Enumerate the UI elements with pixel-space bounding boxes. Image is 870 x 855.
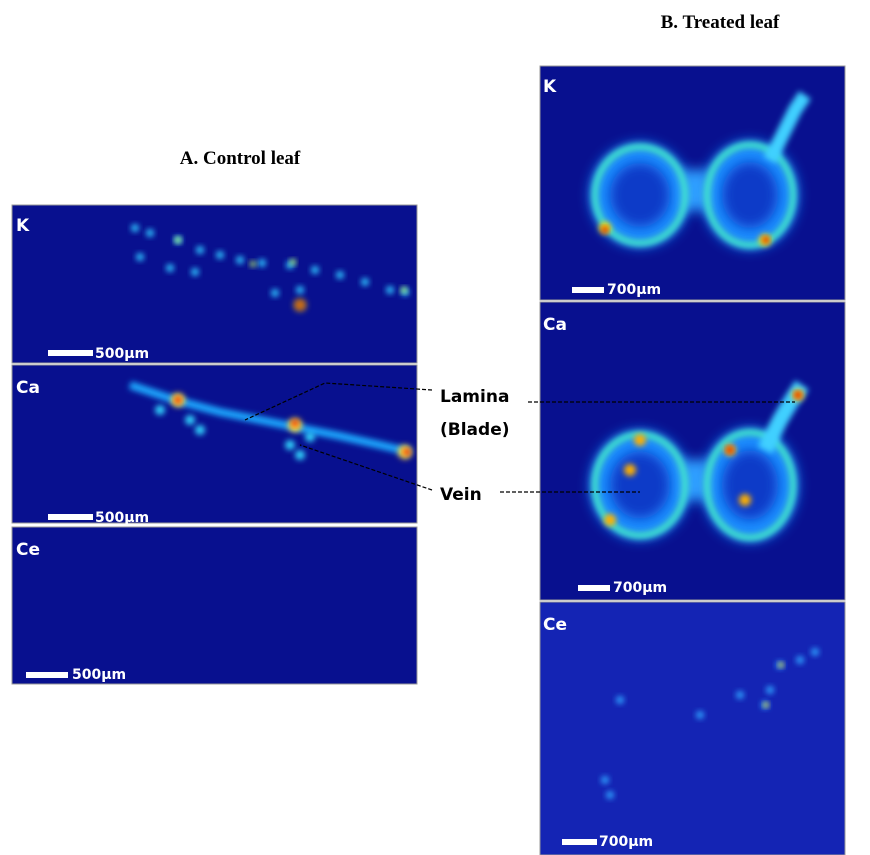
signal — [191, 268, 199, 276]
signal — [195, 425, 205, 435]
signal — [258, 259, 266, 267]
leaf-lobe — [722, 450, 778, 519]
signal — [305, 432, 315, 442]
signal — [602, 227, 608, 233]
signal — [766, 686, 774, 694]
signal — [185, 415, 195, 425]
image-panel — [540, 302, 845, 600]
signal — [131, 224, 139, 232]
scale-bar — [572, 287, 604, 293]
signal — [166, 264, 174, 272]
signal — [250, 261, 256, 267]
signal — [696, 711, 704, 719]
signal — [336, 271, 344, 279]
signal — [604, 514, 616, 526]
scale-bar-label: 500µm — [95, 346, 149, 362]
signal — [292, 420, 298, 426]
annotation: Lamina — [440, 387, 509, 407]
signal — [624, 464, 636, 476]
scale-bar — [48, 514, 93, 520]
signal — [136, 253, 144, 261]
signal — [811, 648, 819, 656]
signal — [727, 447, 733, 453]
figure: A. Control leaf B. Treated leaf K Ca Ce … — [0, 0, 870, 855]
signal — [634, 434, 646, 446]
image-panel — [12, 527, 417, 684]
scale-bar-label: 500µm — [72, 667, 126, 683]
signal — [764, 703, 769, 708]
panel-title: A. Control leaf — [180, 148, 301, 169]
scale-bar-label: 700µm — [607, 282, 661, 298]
signal — [401, 287, 407, 293]
image-panel — [12, 205, 417, 363]
panel-title: B. Treated leaf — [661, 12, 780, 33]
signal — [795, 392, 801, 398]
image-label: Ca — [543, 315, 567, 335]
scale-bar — [578, 585, 610, 591]
signal — [175, 397, 181, 403]
signal — [601, 776, 609, 784]
heatmaps — [12, 66, 845, 855]
hotspot — [293, 298, 307, 312]
signal — [404, 449, 410, 455]
image-panel — [540, 602, 845, 855]
signal — [296, 286, 304, 294]
signal — [386, 286, 394, 294]
scale-bar — [26, 672, 68, 678]
signal — [779, 663, 784, 668]
signal — [155, 405, 165, 415]
signal — [271, 289, 279, 297]
signal — [290, 259, 296, 265]
scale-bar-label: 700µm — [599, 834, 653, 850]
leaf-lobe — [610, 163, 670, 227]
signal — [311, 266, 319, 274]
signal — [739, 494, 751, 506]
signal — [236, 256, 244, 264]
leaf-lobe — [610, 451, 670, 518]
signal — [736, 691, 744, 699]
image-label: Ca — [16, 378, 40, 398]
image-label: Ce — [16, 540, 40, 560]
scale-bar — [562, 839, 597, 845]
signal — [763, 237, 769, 243]
signal — [175, 237, 181, 243]
signal — [606, 791, 614, 799]
signal — [216, 251, 224, 259]
signal — [796, 656, 804, 664]
scale-bar-label: 700µm — [613, 580, 667, 596]
signal — [196, 246, 204, 254]
image-panel — [12, 365, 417, 523]
image-label: K — [16, 216, 30, 236]
annotation: Vein — [440, 485, 482, 505]
leaf-lobe — [722, 162, 778, 228]
signal — [295, 450, 305, 460]
annotation: (Blade) — [440, 420, 510, 440]
signal — [146, 229, 154, 237]
image-label: Ce — [543, 615, 567, 635]
signal — [361, 278, 369, 286]
signal — [285, 440, 295, 450]
scale-bar-label: 500µm — [95, 510, 149, 526]
scale-bar — [48, 350, 93, 356]
signal — [616, 696, 624, 704]
image-label: K — [543, 77, 557, 97]
